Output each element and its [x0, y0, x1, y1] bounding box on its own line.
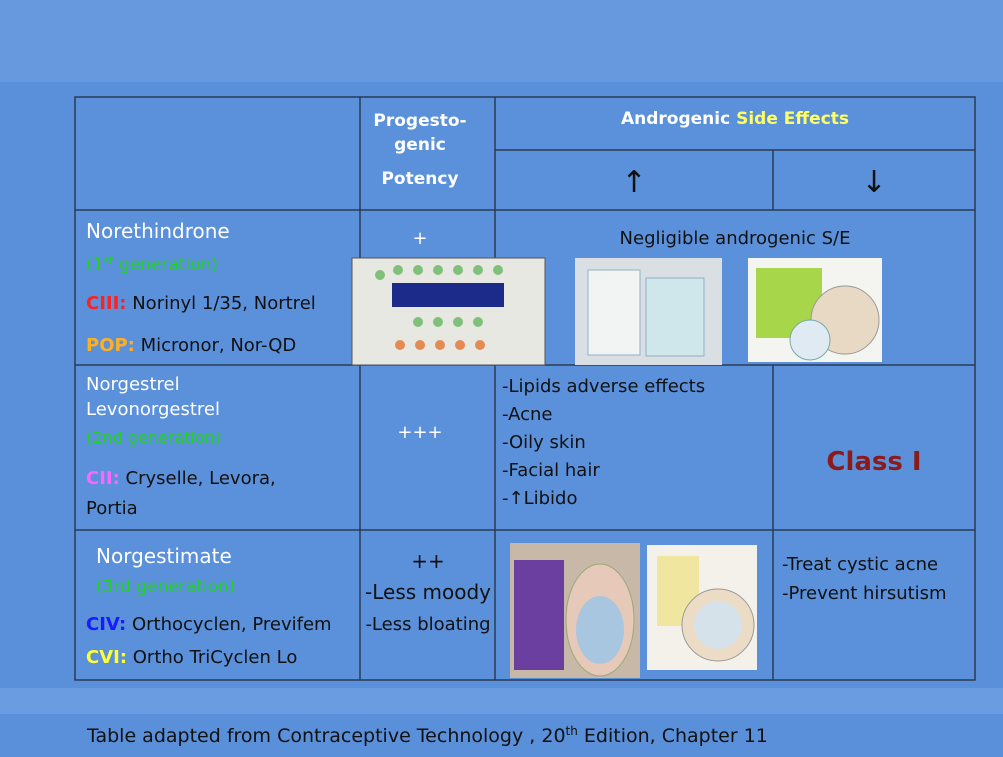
brands: POP: Micronor, Nor-QD	[86, 335, 296, 356]
generation: st	[103, 254, 114, 267]
effect: -Oily skin	[502, 432, 586, 453]
drug-name: Norethindrone	[86, 219, 230, 243]
drug-name: Norgestimate	[96, 544, 232, 568]
effect: -Facial hair	[502, 460, 600, 481]
brands: CVI: Ortho TriCyclen Lo	[86, 647, 297, 668]
product-photo	[647, 545, 757, 670]
brands: CIII: Norinyl 1/35, Nortrel	[86, 293, 316, 314]
brands: CIV: Orthocyclen, Previfem	[86, 614, 332, 635]
class-label: Class I	[826, 447, 921, 477]
generation: generation)	[114, 255, 219, 275]
potency: +	[412, 228, 427, 249]
generation: (2nd generation)	[86, 428, 221, 447]
footer: th	[566, 724, 578, 738]
brand-text: Cryselle, Levora,	[120, 468, 276, 489]
arrow: ↓	[861, 165, 886, 200]
effect: -Lipids adverse effects	[502, 376, 705, 397]
top-band	[0, 0, 1003, 82]
brand-label: CVI:	[86, 647, 127, 668]
brand-text: Ortho TriCyclen Lo	[127, 647, 297, 668]
drug-name: Levonorgestrel	[86, 399, 220, 420]
brand-text: Orthocyclen, Previfem	[126, 614, 331, 635]
arrow: ↑	[621, 165, 646, 200]
product-photo	[748, 258, 882, 362]
header-text: Androgenic	[621, 109, 730, 129]
product-photo	[575, 258, 722, 365]
header-text: Side Effects	[730, 109, 849, 129]
brand-text: Portia	[86, 498, 138, 519]
effects: Negligible androgenic S/E	[620, 228, 851, 249]
brand-label: CIV:	[86, 614, 126, 635]
brand-label: CII:	[86, 468, 120, 489]
drug-name: Norgestrel	[86, 374, 180, 395]
brand-label: POP:	[86, 335, 135, 356]
product-photo	[351, 257, 546, 366]
brands: CII: Cryselle, Levora,	[86, 468, 276, 489]
brand-label: CIII:	[86, 293, 127, 314]
effect: -Prevent hirsutism	[782, 583, 947, 604]
effect: -↑Libido	[502, 488, 577, 509]
footer: Edition, Chapter 11	[578, 725, 768, 747]
potency: -Less bloating	[365, 614, 490, 635]
product-photo	[510, 543, 640, 678]
header-text: Progesto-	[373, 111, 466, 131]
header-text: genic	[394, 135, 446, 155]
bottom-band	[0, 688, 1003, 714]
footer: Table adapted from Contraceptive Technol…	[86, 724, 768, 747]
generation: (3rd generation)	[96, 577, 235, 597]
brand-text: Norinyl 1/35, Nortrel	[127, 293, 316, 314]
potency: +++	[397, 422, 442, 443]
header-text: Androgenic Side Effects	[621, 109, 849, 129]
brand-text: Micronor, Nor-QD	[135, 335, 296, 356]
potency: ++	[411, 549, 445, 573]
footer: Table adapted from Contraceptive Technol…	[86, 725, 566, 747]
generation: (1st generation)	[86, 254, 218, 275]
potency: -Less moody	[365, 580, 491, 604]
effect: -Acne	[502, 404, 552, 425]
header-text: Potency	[381, 169, 458, 189]
effect: -Treat cystic acne	[782, 554, 938, 575]
generation: (1	[86, 255, 103, 275]
